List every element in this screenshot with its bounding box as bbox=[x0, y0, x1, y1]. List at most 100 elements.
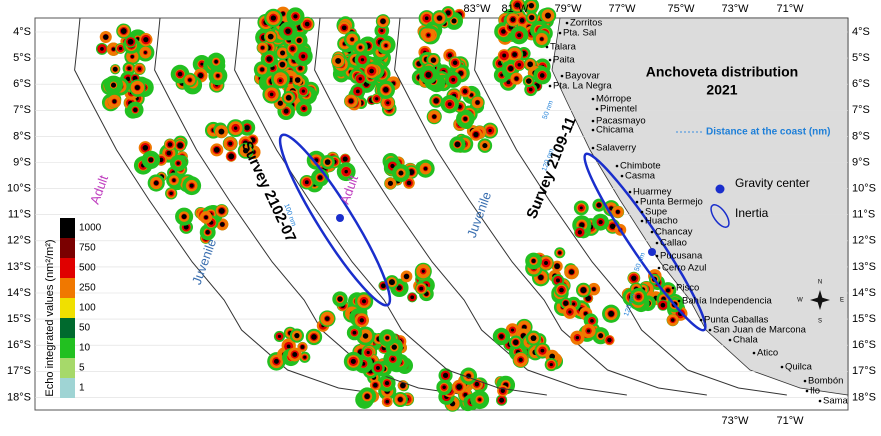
place-label: Sama bbox=[823, 396, 849, 407]
echo-blob bbox=[298, 66, 303, 71]
echo-blob bbox=[166, 150, 172, 156]
echo-blob bbox=[660, 302, 666, 308]
place-dot bbox=[671, 286, 675, 290]
echo-blob bbox=[127, 66, 131, 71]
legend-swatch bbox=[60, 278, 75, 298]
lon-label: 71°W bbox=[776, 3, 804, 15]
echo-blob bbox=[591, 287, 596, 292]
echo-blob bbox=[205, 230, 210, 235]
echo-blob bbox=[583, 311, 588, 316]
echo-blob bbox=[384, 43, 388, 48]
echo-blob bbox=[474, 381, 480, 387]
compass: N E S W bbox=[797, 280, 844, 325]
echo-blob bbox=[344, 169, 348, 174]
place-label: Mórrope bbox=[596, 94, 631, 105]
place-dot bbox=[628, 190, 632, 194]
echo-blob bbox=[499, 397, 505, 403]
echo-blob bbox=[502, 53, 507, 58]
echo-blob bbox=[301, 89, 305, 93]
echo-blob bbox=[506, 80, 511, 85]
echo-blob bbox=[436, 15, 443, 21]
echo-blob bbox=[125, 76, 131, 82]
echo-blob bbox=[447, 53, 453, 58]
echo-blob bbox=[293, 14, 298, 19]
coastline bbox=[234, 17, 547, 396]
survey-tracks bbox=[35, 0, 848, 412]
echo-blob bbox=[631, 275, 637, 281]
lat-label: 16°S bbox=[852, 339, 876, 351]
echo-blob bbox=[177, 71, 183, 77]
lon-label: 75°W bbox=[667, 3, 695, 15]
echo-blob bbox=[359, 318, 364, 323]
echo-blob bbox=[563, 300, 569, 306]
echo-blob bbox=[386, 101, 390, 105]
echo-blob bbox=[385, 399, 390, 404]
echo-blob bbox=[501, 29, 506, 34]
echo-blob bbox=[285, 28, 291, 34]
echo-blob bbox=[456, 384, 463, 390]
echo-blob bbox=[148, 157, 154, 163]
place-label: Huacho bbox=[645, 216, 678, 227]
echo-blob bbox=[396, 285, 402, 291]
echo-blob bbox=[518, 357, 523, 362]
lat-label: 9°S bbox=[852, 156, 870, 168]
echo-blob bbox=[337, 296, 343, 302]
place-label: Punta Caballas bbox=[704, 315, 769, 326]
echo-blob bbox=[358, 45, 362, 49]
echo-blob bbox=[130, 54, 135, 59]
echo-blob bbox=[580, 287, 587, 294]
place-label: Punta Bermejo bbox=[640, 197, 703, 208]
echo-blob bbox=[111, 82, 116, 88]
echo-blob bbox=[335, 57, 342, 64]
legend-title: Echo integrated values (nm²/m²) bbox=[44, 239, 56, 396]
echo-blob bbox=[153, 180, 159, 186]
inertia-key-icon bbox=[710, 204, 730, 228]
echo-blob bbox=[521, 324, 527, 330]
place-label: Salaverry bbox=[596, 143, 636, 154]
echo-blob bbox=[388, 279, 395, 286]
legend-label: 500 bbox=[79, 263, 96, 274]
gravity-key-dot bbox=[715, 184, 725, 194]
echo-blob bbox=[451, 77, 456, 82]
echo-blob bbox=[355, 89, 360, 94]
echo-blob bbox=[391, 357, 395, 361]
inertia-ellipse bbox=[278, 133, 392, 307]
lon-label: 73°W bbox=[721, 3, 749, 15]
place-label: Huarmey bbox=[633, 187, 672, 198]
echo-blob bbox=[127, 38, 134, 45]
place-dot bbox=[591, 119, 595, 123]
echo-blob bbox=[280, 50, 285, 56]
lat-label: 12°S bbox=[852, 235, 876, 247]
gravity-center bbox=[648, 248, 656, 256]
legend-swatch bbox=[60, 378, 75, 398]
echo-blob bbox=[189, 183, 194, 188]
lat-label: 17°S bbox=[7, 365, 31, 377]
coastline bbox=[394, 17, 707, 396]
echo-blob bbox=[300, 345, 305, 349]
echo-blob bbox=[517, 63, 522, 67]
lat-label: 10°S bbox=[852, 183, 876, 195]
echo-blob bbox=[279, 61, 286, 68]
echo-blob bbox=[228, 141, 233, 146]
echo-blob bbox=[303, 355, 307, 359]
echo-blob bbox=[301, 54, 306, 59]
echo-blob bbox=[670, 318, 675, 322]
place-dot bbox=[640, 210, 644, 214]
place-label: Pta. Sal bbox=[563, 28, 596, 39]
echo-blob bbox=[598, 333, 604, 339]
echo-blob bbox=[482, 143, 488, 149]
lat-label: 14°S bbox=[7, 287, 31, 299]
echo-blob bbox=[216, 74, 220, 78]
echo-blob bbox=[531, 258, 536, 263]
echo-blob bbox=[579, 206, 583, 210]
echo-blob bbox=[260, 67, 265, 72]
echo-blob bbox=[579, 222, 585, 228]
lat-label: 9°S bbox=[13, 156, 31, 168]
legend-swatch bbox=[60, 298, 75, 318]
echo-blob bbox=[554, 263, 560, 270]
echo-blob bbox=[463, 116, 468, 121]
echo-blob bbox=[528, 3, 534, 9]
place-label: Chala bbox=[733, 335, 759, 346]
echo-blob bbox=[442, 372, 449, 379]
